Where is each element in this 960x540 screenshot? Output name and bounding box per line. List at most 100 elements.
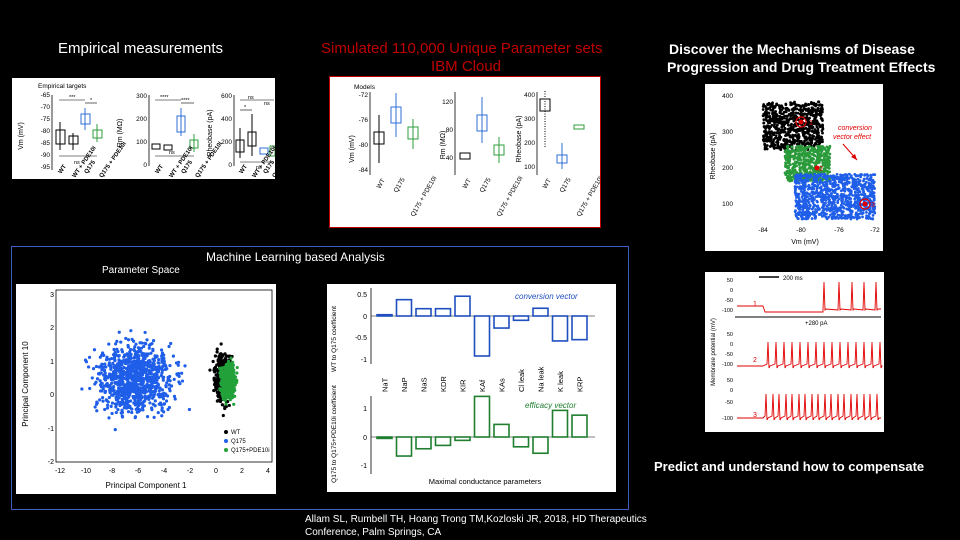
pca-figure: Principal Component 10 Principal Compone… xyxy=(16,284,276,494)
map-ylabel: Rheobase (pA) xyxy=(710,132,717,179)
svg-text:-100: -100 xyxy=(722,416,733,422)
models-label: Models xyxy=(354,84,376,91)
svg-text:200: 200 xyxy=(136,116,147,123)
svg-text:NaT: NaT xyxy=(381,377,390,392)
svg-text:-76: -76 xyxy=(834,227,844,234)
discover-title-1: Discover the Mechanisms of Disease xyxy=(669,41,915,57)
trace-2 xyxy=(737,341,883,369)
svg-text:***: *** xyxy=(69,95,76,101)
citation-line-2: Conference, Palm Springs, CA xyxy=(305,527,442,538)
svg-text:ns: ns xyxy=(256,165,262,171)
svg-text:600: 600 xyxy=(221,93,232,100)
legend-wt: WT xyxy=(231,430,241,436)
svg-text:-65: -65 xyxy=(41,92,51,99)
param-labels: NaT NaP NaS KDR KIR KAf KAs Cl leak Na leak K lea… xyxy=(381,366,585,392)
svg-text:Q175: Q175 xyxy=(479,176,493,194)
svg-text:Na leak: Na leak xyxy=(537,366,546,392)
svg-text:-90: -90 xyxy=(41,152,51,159)
svg-text:50: 50 xyxy=(727,378,733,384)
svg-text:Q175: Q175 xyxy=(559,176,573,194)
empirical-rheobase-plot: Rheobase (pA) 600 400 200 0 ns ns * ns W… xyxy=(207,93,275,179)
svg-text:-70: -70 xyxy=(41,104,51,111)
emp-rm-ylabel: Rm (MΩ) xyxy=(117,119,124,148)
svg-text:KRP: KRP xyxy=(576,377,585,392)
svg-text:Q175 + PDE10i: Q175 + PDE10i xyxy=(496,175,525,218)
svg-text:****: **** xyxy=(181,98,190,104)
svg-text:WT: WT xyxy=(542,178,553,190)
svg-text:ns: ns xyxy=(169,150,175,156)
map-scatter xyxy=(761,100,877,221)
svg-text:300: 300 xyxy=(136,93,147,100)
svg-text:-75: -75 xyxy=(41,116,51,123)
svg-text:Q175: Q175 xyxy=(393,176,407,194)
empirical-title: Empirical measurements xyxy=(58,40,224,57)
svg-text:0: 0 xyxy=(228,162,232,169)
svg-text:80: 80 xyxy=(446,127,454,134)
svg-text:K leak: K leak xyxy=(556,371,565,392)
efficacy-label: efficacy vector xyxy=(525,401,576,410)
svg-text:200: 200 xyxy=(722,165,733,172)
vectors-xlabel: Maximal conductance parameters xyxy=(429,477,542,486)
svg-text:2: 2 xyxy=(50,325,54,332)
svg-text:-72: -72 xyxy=(359,92,369,99)
svg-text:ns: ns xyxy=(264,101,270,107)
scale-label: 200 ms xyxy=(783,276,803,282)
trace-3 xyxy=(737,393,881,421)
svg-text:Cl leak: Cl leak xyxy=(517,369,526,392)
svg-text:2: 2 xyxy=(753,357,757,364)
ibm-cloud-title: IBM Cloud xyxy=(431,58,502,75)
voltage-traces-figure: Membrane potential (mV) 200 ms +280 pA 5… xyxy=(705,272,884,432)
svg-text:0.5: 0.5 xyxy=(357,292,367,299)
svg-text:-84: -84 xyxy=(758,227,768,234)
map-xlabel: Vm (mV) xyxy=(791,239,819,246)
svg-text:-76: -76 xyxy=(359,117,369,124)
model-rm-plot: Rm (MΩ) 120 80 40 WT Q175 Q175 + PDE10i xyxy=(440,92,524,218)
svg-text:3: 3 xyxy=(50,292,54,299)
models-figure: Models Vm (mV) -72 -76 -80 -84 WT Q175 Q… xyxy=(329,76,601,228)
svg-text:-50: -50 xyxy=(725,352,733,358)
svg-text:0: 0 xyxy=(363,435,367,442)
empirical-figure: Empirical targets Vm (mV) -65 -70 -75 -8… xyxy=(12,78,275,179)
svg-text:40: 40 xyxy=(446,155,454,162)
svg-text:0: 0 xyxy=(214,468,218,475)
discover-title-2: Progression and Drug Treatment Effects xyxy=(667,59,936,75)
svg-text:KIR: KIR xyxy=(459,379,468,392)
svg-text:-100: -100 xyxy=(722,308,733,314)
svg-text:0: 0 xyxy=(730,388,733,394)
pca-xlabel: Principal Component 1 xyxy=(106,481,187,490)
vectors-figure: WT to Q175 coefficient Q175 to Q175+PDE1… xyxy=(327,284,616,492)
parameter-space-label: Parameter Space xyxy=(102,265,180,276)
svg-text:WT: WT xyxy=(58,164,68,175)
svg-text:Vm (mV): Vm (mV) xyxy=(349,135,356,163)
citation-line-1: Allam SL, Rumbell TH, Hoang Trong TM,Koz… xyxy=(305,514,647,525)
svg-text:-85: -85 xyxy=(41,140,51,147)
efficacy-bars xyxy=(376,395,588,457)
svg-text:0: 0 xyxy=(730,342,733,348)
predict-text: Predict and understand how to compensate xyxy=(654,459,925,474)
svg-text:-1: -1 xyxy=(361,463,367,470)
empirical-vm-plot: Vm (mV) -65 -70 -75 -80 -85 -90 -95 *** … xyxy=(18,92,128,179)
empirical-label: Empirical targets xyxy=(38,83,87,90)
svg-text:Rm (MΩ): Rm (MΩ) xyxy=(440,131,447,160)
map-annotation-2: vector effect xyxy=(833,134,872,141)
simulated-title: Simulated 110,000 Unique Parameter sets xyxy=(321,40,603,57)
svg-text:1: 1 xyxy=(809,120,813,127)
current-label: +280 pA xyxy=(805,321,828,327)
svg-text:120: 120 xyxy=(442,99,453,106)
svg-text:ns: ns xyxy=(74,160,80,166)
svg-text:Q175 + PDE10i: Q175 + PDE10i xyxy=(410,175,439,218)
svg-text:-50: -50 xyxy=(725,400,733,406)
model-rheobase-plot: Rheobase (pA) 400 300 200 100 WT Q175 Q1… xyxy=(516,91,600,218)
svg-text:1: 1 xyxy=(753,301,757,308)
svg-text:50: 50 xyxy=(727,332,733,338)
svg-text:-2: -2 xyxy=(187,468,193,475)
trace-1 xyxy=(737,281,881,313)
svg-text:400: 400 xyxy=(524,92,535,99)
legend-q175-pde10i: Q175+PDE10i xyxy=(231,448,270,454)
machine-learning-section xyxy=(11,246,629,510)
svg-text:1: 1 xyxy=(50,359,54,366)
svg-text:-4: -4 xyxy=(161,468,167,475)
svg-text:-0.5: -0.5 xyxy=(355,335,367,342)
svg-text:-100: -100 xyxy=(722,362,733,368)
legend-q175: Q175 xyxy=(231,439,246,445)
